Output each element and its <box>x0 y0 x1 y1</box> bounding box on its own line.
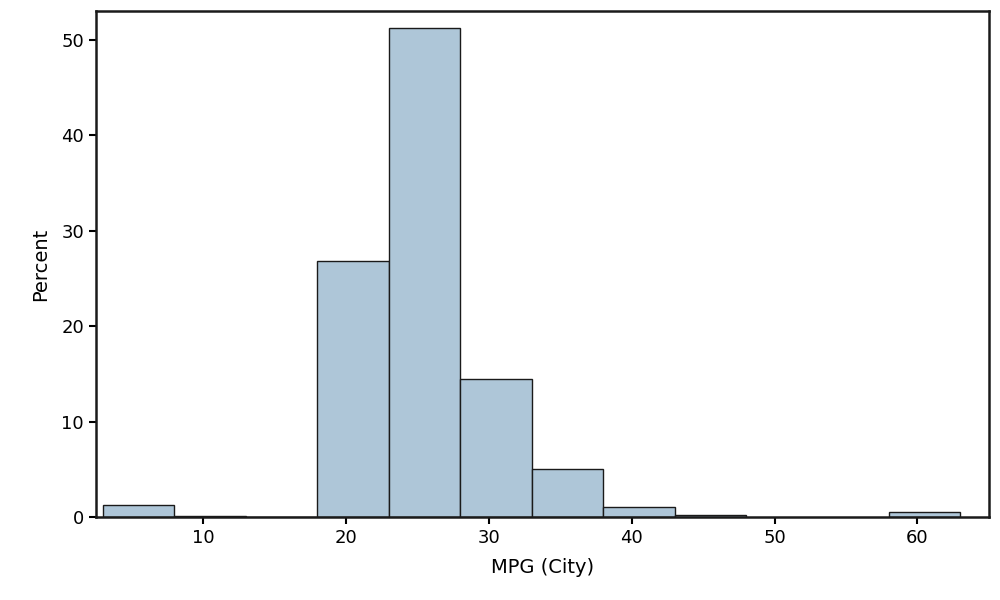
X-axis label: MPG (City): MPG (City) <box>491 558 594 577</box>
Bar <box>532 469 603 517</box>
Bar <box>460 379 532 517</box>
Bar <box>389 28 460 517</box>
Y-axis label: Percent: Percent <box>31 227 50 301</box>
Bar <box>889 512 960 517</box>
Bar <box>103 505 174 517</box>
Bar <box>174 515 246 517</box>
Bar <box>603 508 675 517</box>
Bar <box>317 261 389 517</box>
Bar <box>675 515 746 517</box>
